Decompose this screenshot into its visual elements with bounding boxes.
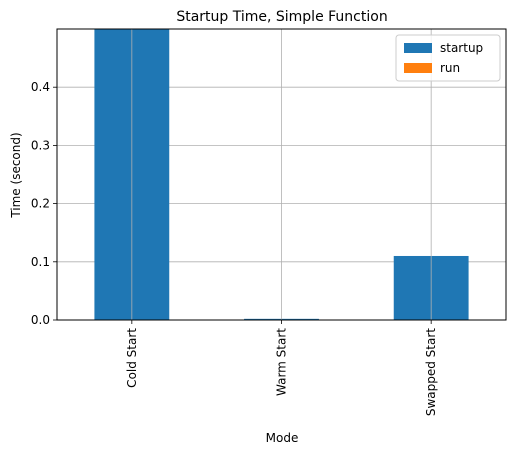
- legend: startup run: [395, 34, 501, 82]
- x-tick-label: Swapped Start: [424, 328, 438, 416]
- x-axis-label: Mode: [266, 431, 299, 445]
- y-tick-label: 0.2: [31, 197, 50, 211]
- y-axis-label: Time (second): [9, 132, 23, 218]
- x-tick-label: Cold Start: [125, 328, 139, 388]
- y-tick-label: 0.4: [31, 80, 50, 94]
- x-grid: [131, 29, 432, 320]
- legend-swatch-startup: [404, 43, 432, 53]
- chart-title: Startup Time, Simple Function: [176, 9, 387, 25]
- y-tick-label: 0.3: [31, 138, 50, 152]
- x-tick-label: Warm Start: [275, 328, 289, 396]
- ticks: 0.0 0.1 0.2 0.3 0.4 Cold Start Warm Start Swapp…: [31, 80, 438, 416]
- y-tick-label: 0.1: [31, 255, 50, 269]
- y-tick-label: 0.0: [31, 313, 50, 327]
- legend-swatch-run: [404, 63, 432, 73]
- legend-label-run: run: [440, 61, 460, 75]
- legend-label-startup: startup: [440, 41, 483, 55]
